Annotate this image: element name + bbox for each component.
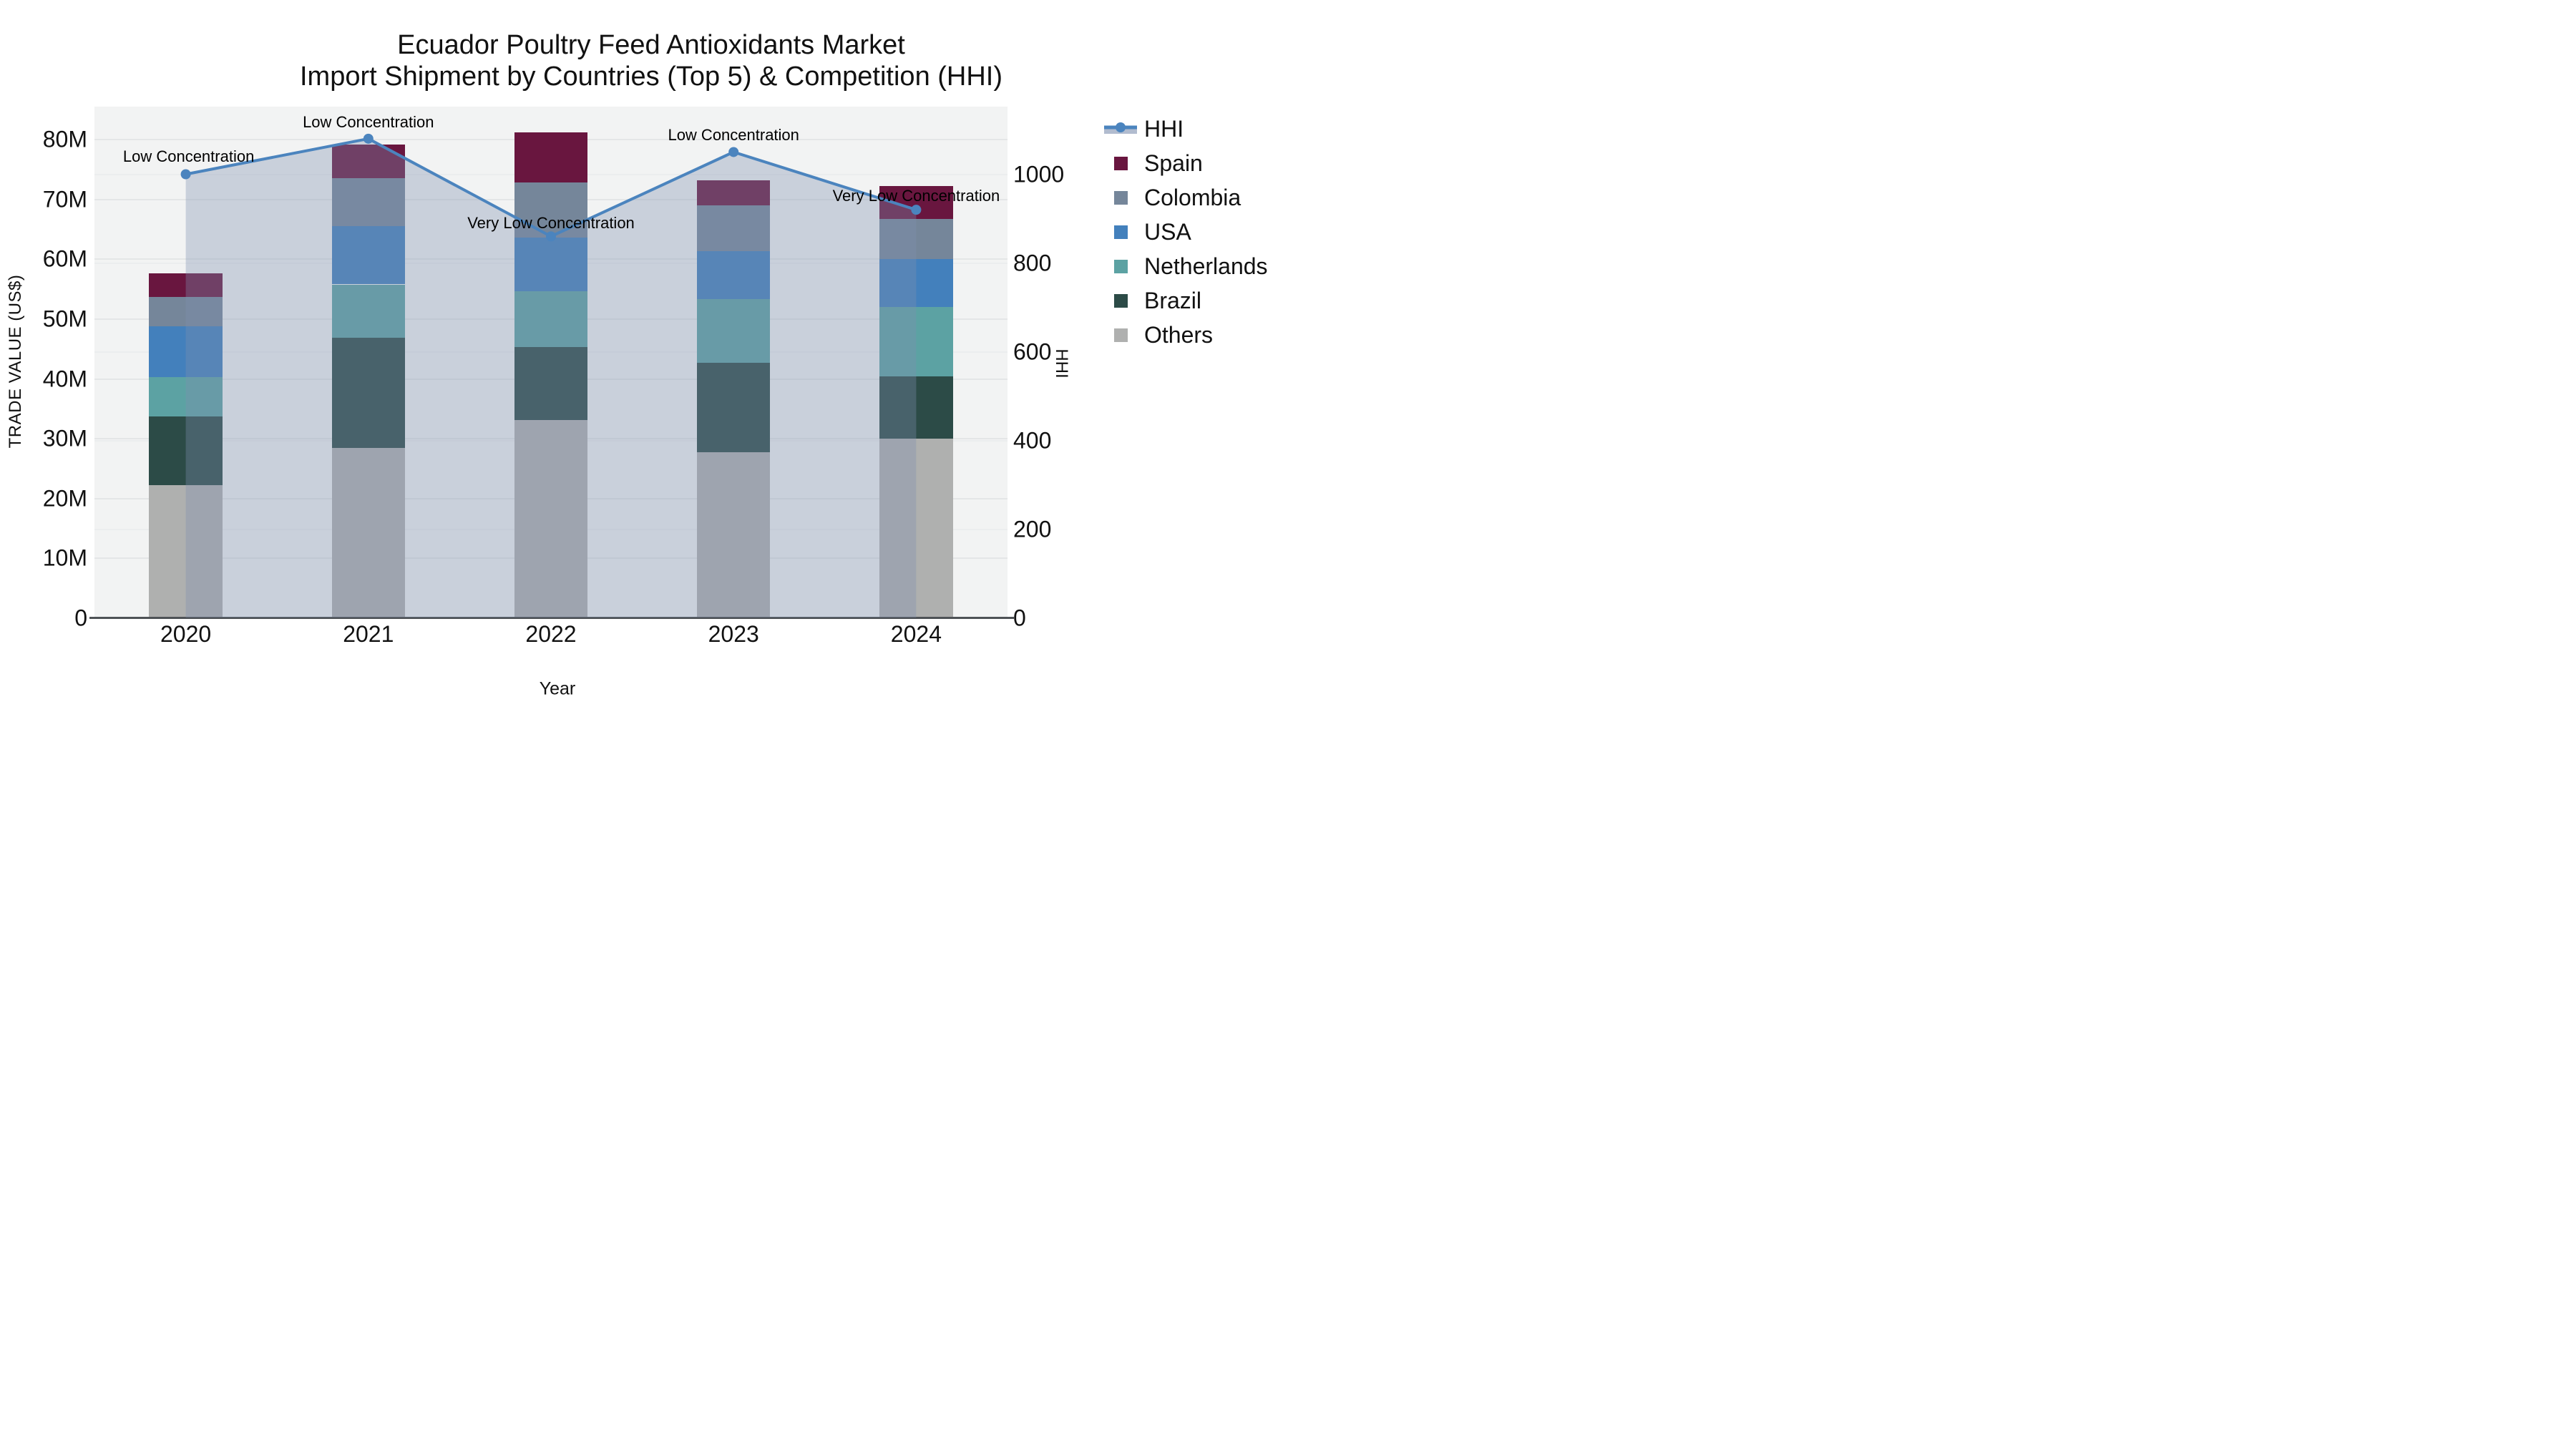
right-tick-800: 800 <box>1013 250 1052 276</box>
bar-2020-usa[interactable] <box>149 326 223 378</box>
bar-2023-brazil[interactable] <box>696 363 771 452</box>
x-tick-2023: 2023 <box>708 621 759 647</box>
legend-label-usa: USA <box>1144 218 1191 245</box>
legend-swatch-spain <box>1114 156 1128 170</box>
chart-title-line1: Ecuador Poultry Feed Antioxidants Market <box>397 30 905 60</box>
bar-2022-netherlands[interactable] <box>514 291 588 348</box>
bar-2024-usa[interactable] <box>879 259 953 308</box>
bar-2020-netherlands[interactable] <box>149 377 223 417</box>
legend-item-others[interactable]: Others <box>1104 318 1268 352</box>
annotation-2020: Low Concentration <box>122 147 255 165</box>
left-tick-0: 0 <box>74 605 87 631</box>
left-axis-title: TRADE VALUE (US$) <box>6 274 25 449</box>
legend-label-colombia: Colombia <box>1144 184 1241 210</box>
hhi-marker-2024[interactable] <box>911 205 922 215</box>
right-tick-200: 200 <box>1013 516 1052 542</box>
x-axis-baseline <box>89 617 1014 619</box>
x-tick-2020: 2020 <box>160 621 212 647</box>
left-tick-10M: 10M <box>42 545 87 571</box>
bar-2024-colombia[interactable] <box>879 218 953 260</box>
left-tick-30M: 30M <box>42 425 87 452</box>
bar-2021-others[interactable] <box>331 447 406 618</box>
legend: HHI Spain Colombia USA Netherlands Brazil Othe… <box>1104 112 1268 352</box>
bar-2022-spain[interactable] <box>514 132 588 183</box>
legend-label-netherlands: Netherlands <box>1144 253 1268 279</box>
chart-title: Ecuador Poultry Feed Antioxidants Market… <box>150 29 1152 92</box>
chart-figure: Ecuador Poultry Feed Antioxidants Market… <box>0 0 1288 725</box>
left-tick-40M: 40M <box>42 366 87 392</box>
bar-2022-usa[interactable] <box>514 238 588 291</box>
bar-2023-spain[interactable] <box>696 180 771 206</box>
bar-2023-others[interactable] <box>696 452 771 618</box>
x-axis-title: Year <box>539 678 576 699</box>
legend-item-usa[interactable]: USA <box>1104 215 1268 249</box>
right-tick-1000: 1000 <box>1013 161 1065 187</box>
hhi-marker-2020[interactable] <box>180 169 191 180</box>
hhi-marker-2023[interactable] <box>728 147 739 157</box>
x-tick-2021: 2021 <box>343 621 394 647</box>
legend-label-hhi: HHI <box>1144 115 1184 142</box>
bar-2020-brazil[interactable] <box>149 416 223 485</box>
bar-2023-usa[interactable] <box>696 250 771 299</box>
left-tick-80M: 80M <box>42 126 87 152</box>
annotation-2022: Very Low Concentration <box>467 214 635 233</box>
legend-item-spain[interactable]: Spain <box>1104 146 1268 180</box>
bar-2021-brazil[interactable] <box>331 337 406 448</box>
hhi-area-fill <box>185 138 917 618</box>
legend-label-spain: Spain <box>1144 150 1203 176</box>
legend-item-hhi[interactable]: HHI <box>1104 112 1268 146</box>
bar-2022-colombia[interactable] <box>514 182 588 238</box>
legend-swatch-brazil <box>1114 293 1128 308</box>
left-tick-50M: 50M <box>42 306 87 332</box>
right-tick-600: 600 <box>1013 338 1052 365</box>
bar-2021-spain[interactable] <box>331 144 406 178</box>
legend-swatch-usa <box>1114 225 1128 239</box>
hhi-legend-sample-icon <box>1104 122 1137 134</box>
bar-2023-netherlands[interactable] <box>696 298 771 363</box>
legend-item-colombia[interactable]: Colombia <box>1104 180 1268 215</box>
bar-2022-brazil[interactable] <box>514 347 588 421</box>
bar-2020-spain[interactable] <box>149 273 223 298</box>
bar-2024-others[interactable] <box>879 439 953 618</box>
bar-2020-colombia[interactable] <box>149 297 223 327</box>
bar-2024-brazil[interactable] <box>879 376 953 439</box>
bar-2022-others[interactable] <box>514 420 588 618</box>
right-tick-400: 400 <box>1013 427 1052 454</box>
hhi-line-layer <box>180 133 922 618</box>
legend-label-others: Others <box>1144 321 1214 348</box>
bar-2021-usa[interactable] <box>331 226 406 285</box>
x-tick-2022: 2022 <box>525 621 577 647</box>
right-tick-0: 0 <box>1013 605 1026 631</box>
chart-title-line2: Import Shipment by Countries (Top 5) & C… <box>299 62 1003 92</box>
left-tick-20M: 20M <box>42 485 87 512</box>
annotation-2021: Low Concentration <box>303 112 434 131</box>
bar-2024-netherlands[interactable] <box>879 307 953 377</box>
legend-swatch-others <box>1114 328 1128 342</box>
bar-2021-netherlands[interactable] <box>331 284 406 338</box>
left-tick-70M: 70M <box>42 186 87 213</box>
annotation-2023: Low Concentration <box>668 126 799 145</box>
legend-item-brazil[interactable]: Brazil <box>1104 283 1268 318</box>
hhi-marker-2022[interactable] <box>546 231 556 242</box>
right-axis-title: HHI <box>1052 348 1071 379</box>
legend-label-brazil: Brazil <box>1144 287 1202 313</box>
legend-swatch-netherlands <box>1114 259 1128 273</box>
left-tick-60M: 60M <box>42 245 87 272</box>
annotation-2024: Very Low Concentration <box>832 187 1000 205</box>
x-tick-2024: 2024 <box>890 621 942 647</box>
bar-2023-colombia[interactable] <box>696 205 771 251</box>
hhi-marker-2021[interactable] <box>363 133 374 144</box>
legend-swatch-colombia <box>1114 190 1128 205</box>
bar-2021-colombia[interactable] <box>331 177 406 227</box>
legend-item-netherlands[interactable]: Netherlands <box>1104 249 1268 283</box>
bar-2020-others[interactable] <box>149 484 223 618</box>
